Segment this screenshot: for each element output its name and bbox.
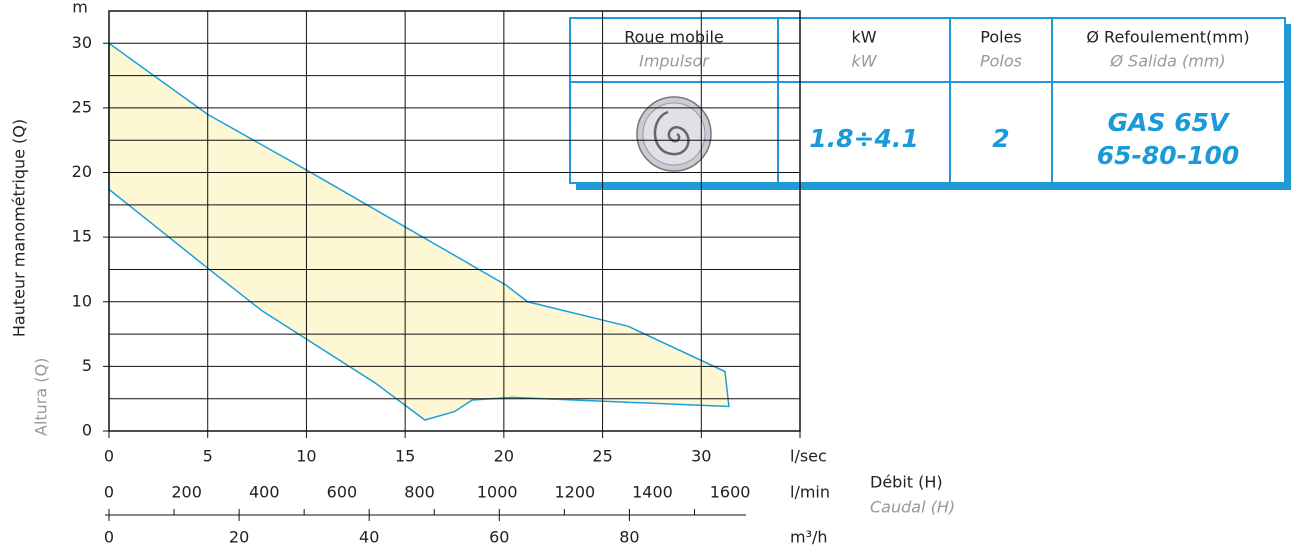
- x2-tick-label: 600: [327, 483, 358, 502]
- x3-tick-label: 80: [619, 528, 639, 547]
- y-title: Hauteur manométrique (Q): [10, 119, 29, 337]
- y-tick-label: 0: [82, 421, 92, 440]
- x2-tick-label: 1600: [710, 483, 751, 502]
- outlet-value: GAS 65V: [1108, 108, 1230, 137]
- area: [108, 41, 730, 421]
- x-title: Débit (H): [870, 473, 943, 492]
- x-tick-label: 5: [203, 447, 213, 466]
- x-tick-label: 20: [494, 447, 514, 466]
- table-lines: [570, 18, 1285, 183]
- x2-tick-label: 1200: [554, 483, 595, 502]
- table-header: Ø Refoulement(mm): [1086, 28, 1249, 47]
- y-tick-label: 15: [72, 227, 92, 246]
- y-tick-label: 25: [72, 97, 92, 116]
- x3-unit: m³/h: [790, 528, 828, 547]
- y-unit: m: [72, 0, 88, 17]
- table-header: Poles: [980, 28, 1022, 47]
- x-subtitle: Caudal (H): [870, 498, 955, 517]
- x3-tick-label: 20: [229, 528, 249, 547]
- table-header: kW: [851, 28, 876, 47]
- x-tick-label: 0: [104, 447, 114, 466]
- x3-tick-label: 60: [489, 528, 509, 547]
- x-tick-label: 10: [296, 447, 316, 466]
- x2-tick-label: 1400: [632, 483, 673, 502]
- x-tick-label: 25: [592, 447, 612, 466]
- x2-tick-label: 800: [404, 483, 435, 502]
- x2-unit: l/min: [790, 483, 830, 502]
- y-tick-label: 10: [72, 291, 92, 310]
- table-header-sub: Impulsor: [639, 52, 710, 71]
- x2-tick-label: 0: [104, 483, 114, 502]
- poles-value: 2: [992, 124, 1009, 153]
- x2-tick-label: 1000: [477, 483, 518, 502]
- kw-value: 1.8÷4.1: [809, 124, 919, 153]
- x3-tick-label: 0: [104, 528, 114, 547]
- x-unit: l/sec: [790, 447, 827, 466]
- x-tick-label: 30: [691, 447, 711, 466]
- x3-tick-label: 40: [359, 528, 379, 547]
- y-tick-label: 30: [72, 33, 92, 52]
- y-subtitle: Altura (Q): [32, 358, 51, 436]
- x-tick-label: 15: [395, 447, 415, 466]
- plot-frame: [108, 10, 801, 432]
- impeller-icon: [636, 96, 712, 172]
- y-tick-label: 5: [82, 356, 92, 375]
- outlet-value: 65-80-100: [1097, 141, 1240, 170]
- table-header-sub: Ø Salida (mm): [1109, 52, 1225, 71]
- table-header: Roue mobile: [624, 28, 724, 47]
- x2-tick-label: 200: [171, 483, 202, 502]
- y-tick-label: 20: [72, 162, 92, 181]
- table-header-sub: kW: [851, 52, 877, 71]
- table-header-sub: Polos: [980, 52, 1022, 71]
- x2-tick-label: 400: [249, 483, 280, 502]
